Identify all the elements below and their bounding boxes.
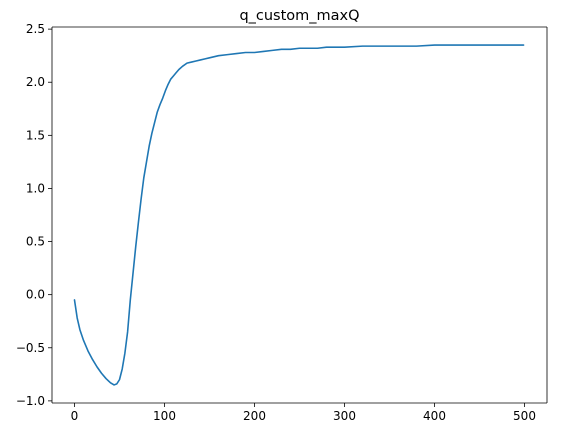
chart-title: q_custom_maxQ <box>239 8 359 24</box>
y-tick-label: 0.0 <box>26 288 45 302</box>
y-tick-label: 1.0 <box>26 181 45 195</box>
y-tick-label: −0.5 <box>16 341 45 355</box>
x-tick-label: 100 <box>153 409 176 423</box>
y-tick-label: 2.5 <box>26 22 45 36</box>
y-tick-label: −1.0 <box>16 394 45 408</box>
x-tick-label: 200 <box>243 409 266 423</box>
x-tick-label: 500 <box>513 409 536 423</box>
x-tick-label: 400 <box>423 409 446 423</box>
series-line-0 <box>73 44 525 386</box>
y-tick-label: 0.5 <box>26 235 45 249</box>
plot-area: 0 100 200 300 400 500 −1.0 −0.5 0.0 0.5 1.0 1.5 2.0 2… <box>16 22 548 423</box>
y-tick-label: 2.0 <box>26 75 45 89</box>
y-tick-label: 1.5 <box>26 128 45 142</box>
x-tick-label: 300 <box>333 409 356 423</box>
x-tick-label: 0 <box>71 409 79 423</box>
